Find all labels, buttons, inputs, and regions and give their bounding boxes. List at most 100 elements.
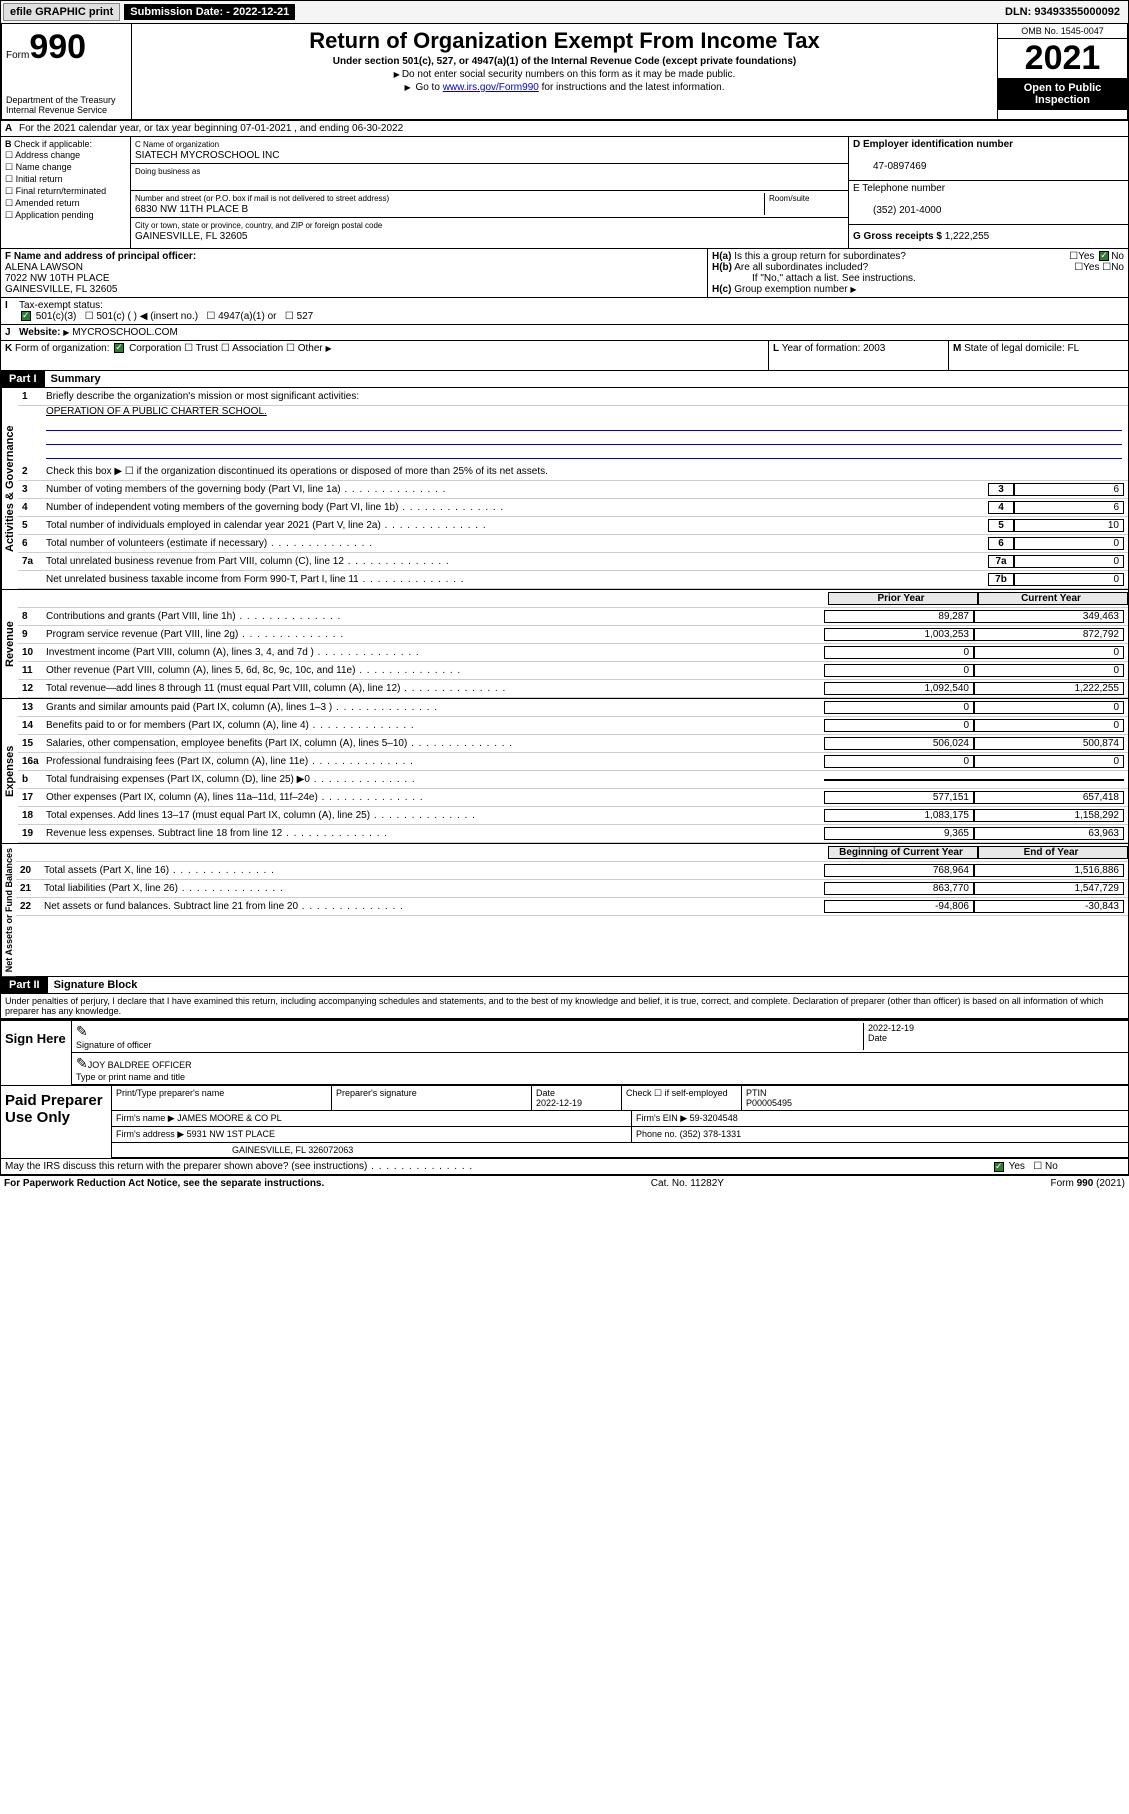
line-text: Professional fundraising fees (Part IX, … [46,756,824,767]
declaration: Under penalties of perjury, I declare th… [0,994,1129,1019]
line-i: I Tax-exempt status: 501(c)(3) ☐ 501(c) … [0,298,1129,325]
gov-line: Number of independent voting members of … [46,502,988,513]
dept-treasury: Department of the Treasury Internal Reve… [6,95,127,115]
line-text: Total fundraising expenses (Part IX, col… [46,774,824,785]
curr-val: 0 [974,755,1124,768]
gov-line: Number of voting members of the governin… [46,484,988,495]
curr-val: 657,418 [974,791,1124,804]
part1-header: Part ISummary [0,371,1129,388]
curr-val: 872,792 [974,628,1124,641]
box-c: C Name of organizationSIATECH MYCROSCHOO… [131,137,848,248]
line-text: Contributions and grants (Part VIII, lin… [46,611,824,622]
phone: (352) 201-4000 [853,205,941,216]
line-text: Benefits paid to or for members (Part IX… [46,720,824,731]
ein: 47-0897469 [853,161,926,172]
firm-name: JAMES MOORE & CO PL [177,1113,282,1123]
prior-val: 89,287 [824,610,974,623]
firm-city: GAINESVILLE, FL 326072063 [112,1143,1128,1157]
line-text: Salaries, other compensation, employee b… [46,738,824,749]
prior-val: 1,083,175 [824,809,974,822]
firm-phone: (352) 378-1331 [680,1129,742,1139]
form-number: Form990 [6,28,127,67]
box-deg: D Employer identification number47-08974… [848,137,1128,248]
prior-val: 1,092,540 [824,682,974,695]
line-text: Total revenue—add lines 8 through 11 (mu… [46,683,824,694]
line-text: Grants and similar amounts paid (Part IX… [46,702,824,713]
firm-ein: 59-3204548 [690,1113,738,1123]
line-text: Total expenses. Add lines 13–17 (must eq… [46,810,824,821]
curr-val: -30,843 [974,900,1124,913]
prior-val: 0 [824,701,974,714]
prior-val: 577,151 [824,791,974,804]
chk-name[interactable]: ☐ Name change [5,162,126,173]
curr-val: 1,158,292 [974,809,1124,822]
website: MYCROSCHOOL.COM [72,327,178,338]
vlabel-net: Net Assets or Fund Balances [1,844,16,976]
section-revenue: Revenue Prior Year Current Year 8Contrib… [0,590,1129,699]
year-formation: 2003 [863,343,885,354]
org-info-block: B Check if applicable: ☐ Address change … [0,137,1129,249]
prior-val: 0 [824,719,974,732]
gov-val: 10 [1014,519,1124,532]
chk-pending[interactable]: ☐ Application pending [5,210,126,221]
line-text: Net assets or fund balances. Subtract li… [44,901,824,912]
part2-header: Part IISignature Block [0,977,1129,994]
firm-addr: 5931 NW 1ST PLACE [187,1129,275,1139]
curr-val: 63,963 [974,827,1124,840]
curr-val [974,779,1124,781]
form-header: Form990 Department of the Treasury Inter… [0,24,1129,121]
line-text: Other revenue (Part VIII, column (A), li… [46,665,824,676]
line-text: Total assets (Part X, line 16) [44,865,824,876]
gov-val: 6 [1014,501,1124,514]
prior-val: -94,806 [824,900,974,913]
curr-val: 1,547,729 [974,882,1124,895]
vlabel-gov: Activities & Governance [1,388,18,589]
line-j: JWebsite: MYCROSCHOOL.COM [0,325,1129,341]
prior-val: 863,770 [824,882,974,895]
line-text: Revenue less expenses. Subtract line 18 … [46,828,824,839]
paid-preparer-block: Paid Preparer Use Only Print/Type prepar… [0,1086,1129,1159]
prior-val: 0 [824,646,974,659]
chk-discuss-yes[interactable] [994,1162,1004,1172]
box-b: B Check if applicable: ☐ Address change … [1,137,131,248]
chk-address[interactable]: ☐ Address change [5,150,126,161]
gov-val: 6 [1014,483,1124,496]
ssn-note: Do not enter social security numbers on … [142,69,987,80]
vlabel-rev: Revenue [1,590,18,698]
chk-corp[interactable] [114,343,124,353]
ptin: P00005495 [746,1098,792,1108]
efile-print-button[interactable]: efile GRAPHIC print [3,3,120,21]
line-klm: K Form of organization: Corporation ☐ Tr… [0,341,1129,371]
curr-val: 1,222,255 [974,682,1124,695]
chk-amended[interactable]: ☐ Amended return [5,198,126,209]
discuss-line: May the IRS discuss this return with the… [0,1159,1129,1175]
prep-date: 2022-12-19 [536,1098,582,1108]
section-expenses: Expenses 13Grants and similar amounts pa… [0,699,1129,844]
curr-val: 0 [974,701,1124,714]
form-title: Return of Organization Exempt From Incom… [142,28,987,54]
gross-receipts: 1,222,255 [945,231,990,242]
chk-ha-no[interactable] [1099,251,1109,261]
prior-val [824,779,974,781]
chk-final[interactable]: ☐ Final return/terminated [5,186,126,197]
line-text: Program service revenue (Part VIII, line… [46,629,824,640]
gov-val: 0 [1014,573,1124,586]
prior-val: 1,003,253 [824,628,974,641]
tax-year: 2021 [998,39,1127,78]
city-state-zip: GAINESVILLE, FL 32605 [135,231,247,242]
section-governance: Activities & Governance 1Briefly describ… [0,388,1129,590]
open-to-public: Open to Public Inspection [998,78,1127,110]
irs-link[interactable]: www.irs.gov/Form990 [443,82,539,93]
chk-initial[interactable]: ☐ Initial return [5,174,126,185]
state-domicile: FL [1068,343,1080,354]
gov-line: Total unrelated business revenue from Pa… [46,556,988,567]
chk-501c3[interactable] [21,311,31,321]
curr-val: 349,463 [974,610,1124,623]
curr-val: 500,874 [974,737,1124,750]
officer-name: ALENA LAWSON [5,262,83,273]
curr-val: 0 [974,664,1124,677]
sign-here-block: Sign Here ✎Signature of officer 2022-12-… [0,1019,1129,1086]
page-footer: For Paperwork Reduction Act Notice, see … [0,1175,1129,1191]
curr-val: 1,516,886 [974,864,1124,877]
mission-text: OPERATION OF A PUBLIC CHARTER SCHOOL. [46,406,1122,417]
